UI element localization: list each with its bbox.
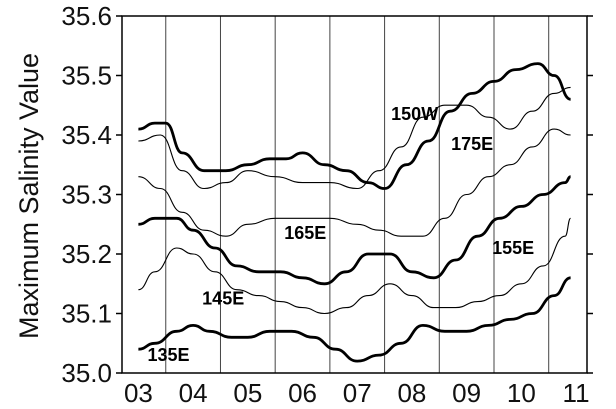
y-axis-title: Maximum Salinity Value bbox=[14, 53, 44, 339]
x-tick-label: 07 bbox=[343, 378, 372, 408]
series-line-145e bbox=[138, 217, 572, 315]
x-tick-label: 08 bbox=[397, 378, 426, 408]
series-label: 155E bbox=[492, 238, 534, 258]
series-line-135e bbox=[138, 276, 571, 363]
series-line-150w bbox=[138, 62, 572, 190]
series-line-155e bbox=[138, 175, 571, 286]
series-label: 165E bbox=[284, 223, 326, 243]
x-tick-label: 09 bbox=[452, 378, 481, 408]
x-tick-label: 10 bbox=[507, 378, 536, 408]
y-tick-label: 35.4 bbox=[61, 120, 112, 150]
x-tick-label: 05 bbox=[233, 378, 262, 408]
y-tick-label: 35.2 bbox=[61, 239, 112, 269]
x-grid bbox=[165, 16, 550, 373]
x-tick-label: 06 bbox=[288, 378, 317, 408]
series-labels: 150W 175E 165E 155E 145E 135E bbox=[147, 104, 534, 365]
y-axis: 35.0 35.1 35.2 35.3 35.4 35.5 35.6 bbox=[61, 1, 593, 388]
y-tick-label: 35.0 bbox=[61, 358, 112, 388]
y-tick-label: 35.1 bbox=[61, 299, 112, 329]
series-label: 145E bbox=[202, 289, 244, 309]
series-line-175e bbox=[138, 86, 571, 190]
y-tick-label: 35.6 bbox=[61, 1, 112, 31]
y-tick-label: 35.5 bbox=[61, 61, 112, 91]
x-tick-label: 04 bbox=[179, 378, 208, 408]
x-tick-label: 03 bbox=[124, 378, 153, 408]
series-label: 175E bbox=[451, 134, 493, 154]
series-label: 135E bbox=[147, 345, 189, 365]
series-label: 150W bbox=[391, 104, 438, 124]
series-lines bbox=[138, 62, 572, 363]
x-axis: 03 04 05 06 07 08 09 10 11 bbox=[124, 378, 590, 408]
series-line-165e bbox=[138, 128, 571, 237]
y-tick-label: 35.3 bbox=[61, 180, 112, 210]
x-tick-label: 11 bbox=[563, 378, 590, 408]
